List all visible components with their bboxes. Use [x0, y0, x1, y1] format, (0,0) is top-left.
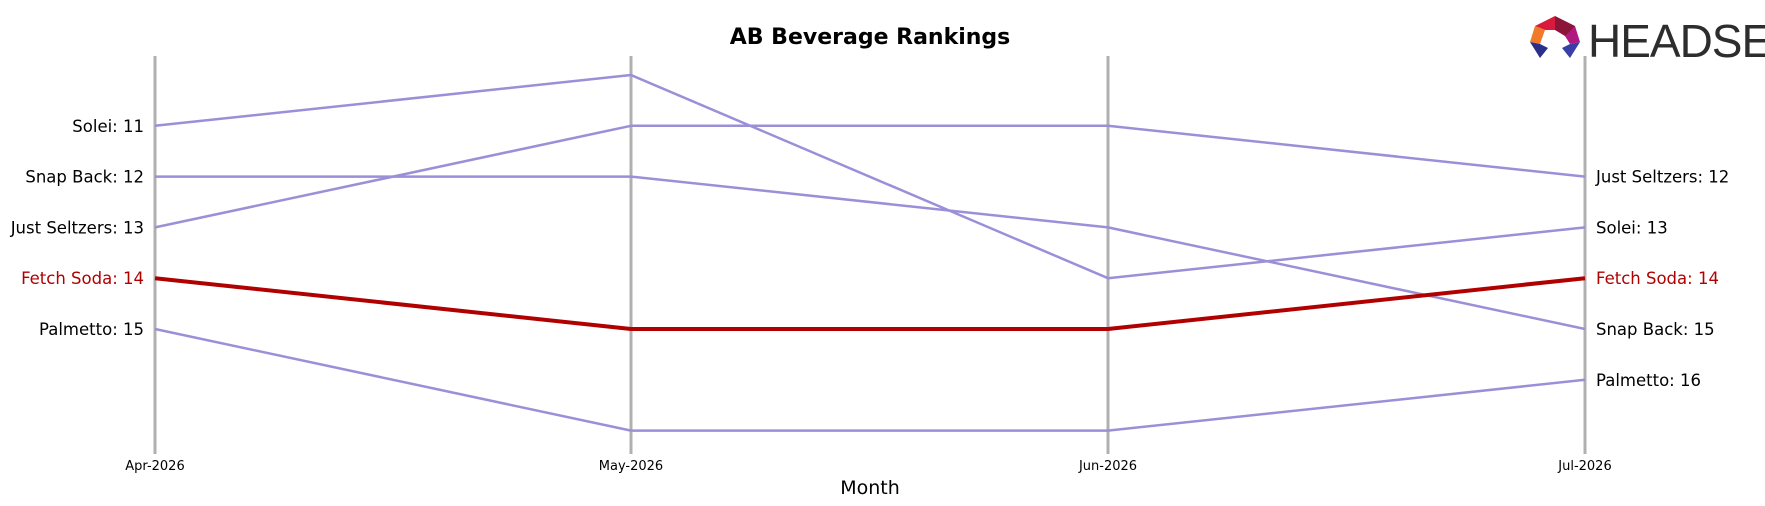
right-label-solei: Solei: 13: [1596, 218, 1668, 237]
left-label-fetch-soda: Fetch Soda: 14: [21, 269, 144, 288]
chart-title: AB Beverage Rankings: [730, 25, 1011, 50]
month-axes: [153, 56, 1587, 454]
headset-logo-icon: [1530, 16, 1580, 58]
left-label-snap-back: Snap Back: 12: [25, 168, 144, 187]
x-tick-labels: Apr-2026 May-2026 Jun-2026 Jul-2026: [125, 459, 1611, 474]
left-label-just-seltzers: Just Seltzers: 13: [10, 218, 144, 237]
x-tick-label: Jul-2026: [1557, 459, 1611, 474]
series-line-solei: [154, 73, 1586, 280]
series-line-fetch-soda: [154, 276, 1586, 331]
headset-logo-text: HEADSET: [1588, 15, 1765, 67]
left-label-solei: Solei: 11: [72, 117, 144, 136]
x-tick-label: Jun-2026: [1078, 459, 1137, 474]
series-line-palmetto: [154, 327, 1586, 432]
right-rank-labels: Solei: 13 Snap Back: 15 Just Seltzers: 12 F…: [1595, 168, 1729, 390]
headset-logo: HEADSET: [1530, 15, 1765, 67]
series-lines: [154, 73, 1586, 432]
left-rank-labels: Solei: 11 Snap Back: 12 Just Seltzers: 13 F…: [10, 117, 144, 339]
x-axis-label: Month: [840, 477, 900, 499]
x-tick-label: Apr-2026: [125, 459, 184, 474]
series-line-just-seltzers: [154, 124, 1586, 229]
right-label-snap-back: Snap Back: 15: [1596, 320, 1715, 339]
series-line-snap-back: [155, 175, 1586, 331]
right-label-fetch-soda: Fetch Soda: 14: [1596, 269, 1719, 288]
right-label-just-seltzers: Just Seltzers: 12: [1595, 168, 1729, 187]
x-tick-label: May-2026: [599, 459, 663, 474]
right-label-palmetto: Palmetto: 16: [1596, 371, 1701, 390]
left-label-palmetto: Palmetto: 15: [39, 320, 144, 339]
